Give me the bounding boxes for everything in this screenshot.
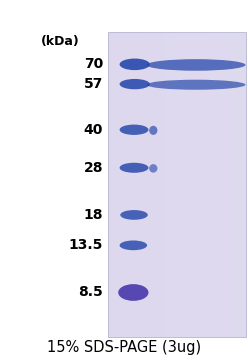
Bar (142, 32, 146, 337)
Bar (125, 32, 128, 337)
Ellipse shape (118, 284, 149, 301)
Ellipse shape (120, 163, 149, 173)
Bar (115, 32, 118, 337)
Text: 57: 57 (84, 77, 103, 91)
Text: 70: 70 (84, 57, 103, 71)
Bar (235, 32, 239, 337)
FancyBboxPatch shape (108, 32, 246, 337)
Text: 15% SDS-PAGE (3ug): 15% SDS-PAGE (3ug) (47, 339, 201, 355)
Bar (166, 32, 170, 337)
Bar (173, 32, 177, 337)
Bar (153, 32, 156, 337)
Ellipse shape (120, 125, 149, 135)
Text: 13.5: 13.5 (68, 238, 103, 252)
Bar (177, 32, 180, 337)
Bar (139, 32, 142, 337)
Ellipse shape (120, 79, 150, 89)
Bar (180, 32, 184, 337)
Bar (211, 32, 215, 337)
Bar (128, 32, 132, 337)
Text: 18: 18 (83, 208, 103, 222)
Bar (190, 32, 194, 337)
Text: (kDa): (kDa) (41, 35, 79, 48)
Bar (242, 32, 246, 337)
Bar (156, 32, 159, 337)
Ellipse shape (146, 80, 246, 90)
Bar (221, 32, 225, 337)
Bar (215, 32, 218, 337)
Bar (225, 32, 228, 337)
Bar (159, 32, 163, 337)
Bar (111, 32, 115, 337)
Bar (149, 32, 153, 337)
Bar (197, 32, 201, 337)
Ellipse shape (120, 59, 150, 70)
Ellipse shape (120, 210, 148, 220)
Ellipse shape (149, 126, 157, 135)
Bar (170, 32, 173, 337)
Bar (132, 32, 135, 337)
Bar (122, 32, 125, 337)
Bar (108, 32, 111, 337)
Ellipse shape (120, 240, 147, 250)
Bar (146, 32, 149, 337)
Text: 28: 28 (83, 161, 103, 175)
Bar (239, 32, 242, 337)
Bar (218, 32, 221, 337)
Bar (228, 32, 232, 337)
Ellipse shape (146, 59, 246, 71)
Bar (135, 32, 139, 337)
Bar (184, 32, 187, 337)
Bar (118, 32, 122, 337)
Bar (194, 32, 197, 337)
Text: 40: 40 (84, 123, 103, 137)
Bar (163, 32, 166, 337)
Bar (204, 32, 208, 337)
Bar (201, 32, 204, 337)
Ellipse shape (149, 164, 157, 173)
Bar (187, 32, 190, 337)
Text: 8.5: 8.5 (78, 285, 103, 300)
Bar (232, 32, 235, 337)
Bar (208, 32, 211, 337)
